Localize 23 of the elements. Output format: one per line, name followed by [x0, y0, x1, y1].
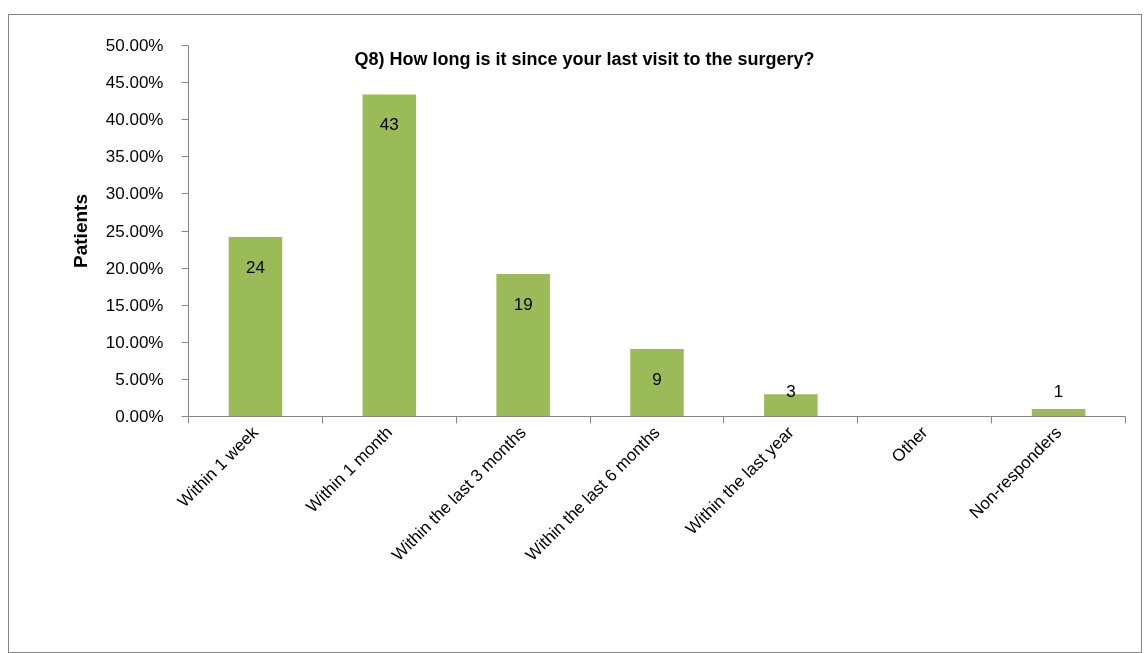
y-tick-label: 40.00% — [105, 110, 164, 130]
data-label: 43 — [379, 115, 399, 135]
bar — [1031, 409, 1086, 417]
y-tick-label: 10.00% — [105, 332, 164, 352]
y-tick-label: 20.00% — [105, 258, 164, 278]
bar — [496, 274, 550, 417]
y-tick-label: 35.00% — [105, 147, 164, 167]
y-tick-label: 45.00% — [105, 73, 164, 93]
data-label: 24 — [245, 257, 265, 277]
y-tick-label: 15.00% — [105, 295, 164, 315]
y-tick-label: 5.00% — [115, 369, 164, 389]
data-label: 1 — [1053, 382, 1064, 401]
data-label: 9 — [652, 369, 662, 389]
bar — [362, 94, 417, 417]
y-axis-title: Patients — [69, 194, 91, 268]
bar — [630, 348, 684, 417]
chart-title: Q8) How long is it since your last visit to the surgery? — [354, 48, 815, 69]
y-tick-label: 30.00% — [105, 184, 164, 204]
data-label: 19 — [513, 295, 533, 315]
bar — [228, 236, 283, 417]
y-tick-label: 50.00% — [105, 36, 164, 55]
y-tick-label: 0.00% — [115, 407, 164, 426]
y-tick-label: 25.00% — [105, 221, 164, 241]
